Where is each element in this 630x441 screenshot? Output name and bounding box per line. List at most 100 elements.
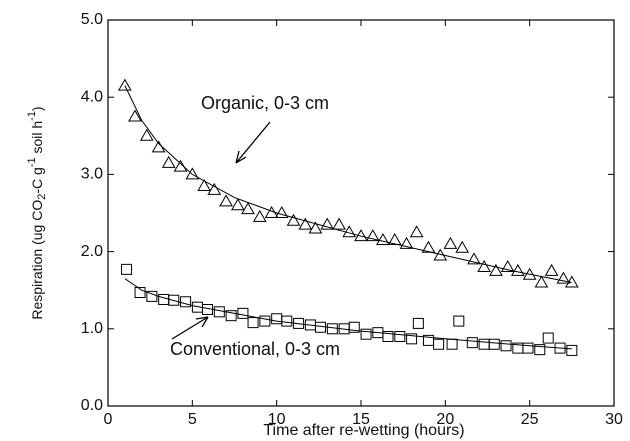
triangle-marker [274, 205, 289, 218]
triangle-marker [500, 260, 515, 273]
square-marker [522, 342, 534, 354]
square-marker [326, 323, 338, 335]
y-label-part: -C g [29, 167, 45, 193]
x-tick-label: 15 [352, 411, 370, 428]
triangle-marker [207, 182, 222, 195]
y-axis-label: Respiration (ug CO2-C g-1 soil h-1) [26, 106, 48, 319]
fit-line [124, 85, 572, 283]
triangle-marker [544, 263, 559, 276]
square-marker [478, 338, 490, 350]
triangle-marker [173, 159, 188, 172]
square-marker [134, 287, 146, 299]
triangle-marker [286, 213, 301, 226]
square-marker [158, 293, 170, 305]
square-marker [566, 344, 578, 356]
square-marker [293, 317, 305, 329]
x-tick-label: 0 [104, 411, 113, 428]
x-tick-label: 10 [268, 411, 286, 428]
square-marker [271, 313, 283, 325]
triangle-marker [510, 263, 525, 276]
triangle-marker [264, 205, 279, 218]
square-marker [225, 310, 237, 322]
square-marker [542, 332, 554, 344]
triangle-marker [365, 229, 380, 242]
triangle-marker [443, 236, 458, 249]
square-marker [500, 340, 512, 352]
triangle-marker [298, 217, 313, 230]
triangle-marker [308, 221, 323, 234]
square-marker [121, 263, 133, 275]
square-marker [213, 306, 225, 318]
triangle-marker [387, 233, 402, 246]
triangle-marker [399, 236, 414, 249]
square-marker [237, 307, 249, 319]
triangle-marker [409, 225, 424, 238]
triangle-marker [455, 240, 470, 253]
x-tick-label: 20 [436, 411, 454, 428]
triangle-marker [151, 140, 166, 153]
x-axis-label: Time after re-wetting (hours) [263, 422, 464, 439]
triangle-marker [332, 217, 346, 230]
y-tick-label: 3.0 [81, 166, 103, 183]
triangle-marker [241, 202, 255, 215]
triangle-marker [320, 217, 335, 230]
square-marker [360, 328, 372, 340]
square-marker [315, 321, 327, 333]
triangle-marker [118, 78, 132, 91]
y-tick-label: 5.0 [81, 11, 103, 28]
triangle-marker [376, 233, 390, 246]
x-tick-label: 30 [605, 411, 623, 428]
series-label: Conventional, 0-3 cm [170, 339, 340, 359]
annotation-arrow [235, 121, 271, 164]
square-marker [412, 317, 424, 329]
square-marker [433, 338, 445, 350]
y-tick-label: 2.0 [81, 243, 103, 260]
y-label-part: ) [29, 106, 45, 111]
triangle-marker [197, 178, 212, 191]
y-label-part: 2 [36, 194, 48, 200]
square-marker [168, 294, 180, 306]
triangle-marker [564, 275, 579, 288]
triangle-marker [556, 271, 571, 284]
triangle-marker [185, 167, 200, 180]
triangle-marker [139, 128, 154, 141]
triangle-marker [252, 209, 267, 222]
square-marker [180, 296, 192, 308]
triangle-marker [421, 240, 436, 253]
triangle-marker [534, 275, 549, 288]
y-tick-label: 4.0 [81, 88, 103, 105]
y-label-part: -1 [26, 111, 38, 121]
y-label-part: -1 [26, 157, 38, 167]
y-label-part: soil h [29, 121, 45, 158]
square-marker [554, 342, 566, 354]
square-marker [466, 337, 478, 349]
triangle-marker [231, 198, 245, 211]
y-label-part: Respiration (ug CO [29, 200, 45, 320]
series-label: Organic, 0-3 cm [201, 93, 329, 113]
triangle-marker [477, 260, 491, 273]
square-marker [488, 338, 500, 350]
y-tick-label: 1.0 [81, 320, 103, 337]
square-marker [382, 331, 394, 343]
square-marker [146, 290, 158, 302]
triangle-marker [128, 109, 142, 122]
triangle-marker [342, 225, 357, 238]
annotation-arrow [171, 316, 209, 340]
y-tick-label: 0.0 [81, 397, 103, 414]
square-marker [259, 315, 271, 327]
triangle-marker [489, 263, 503, 276]
square-marker [394, 331, 406, 343]
triangle-marker [433, 248, 448, 261]
triangle-marker [522, 267, 537, 280]
square-marker [348, 321, 360, 333]
square-marker [247, 317, 259, 329]
square-marker [202, 304, 214, 315]
square-marker [534, 344, 546, 356]
x-tick-label: 5 [188, 411, 197, 428]
triangle-marker [161, 155, 176, 168]
square-marker [446, 338, 458, 350]
square-marker [453, 315, 465, 327]
square-marker [281, 315, 293, 327]
triangle-marker [354, 229, 368, 242]
